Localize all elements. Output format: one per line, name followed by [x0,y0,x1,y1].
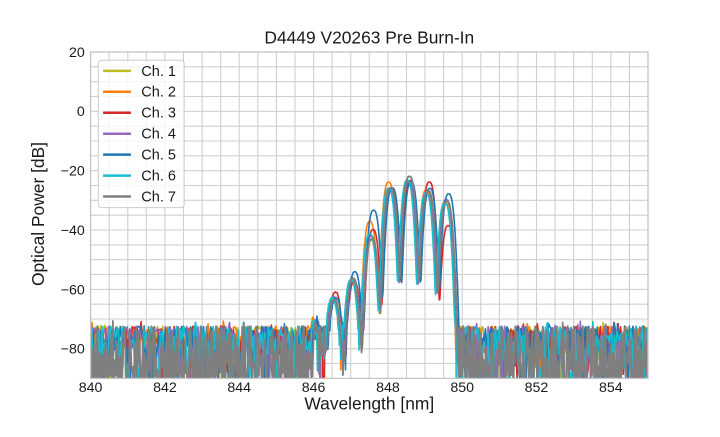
svg-text:Ch. 3: Ch. 3 [141,106,176,122]
svg-text:Ch. 5: Ch. 5 [141,148,176,164]
svg-text:−60: −60 [61,282,85,298]
svg-text:Wavelength [nm]: Wavelength [nm] [304,394,434,414]
svg-text:Ch. 1: Ch. 1 [141,64,176,80]
svg-text:850: 850 [450,380,474,396]
svg-text:842: 842 [153,380,177,396]
svg-text:Ch. 6: Ch. 6 [141,169,176,185]
svg-text:D4449 V20263 Pre Burn-In: D4449 V20263 Pre Burn-In [264,28,474,48]
svg-text:840: 840 [79,380,103,396]
svg-text:846: 846 [302,380,326,396]
svg-text:Optical Power [dB]: Optical Power [dB] [28,142,48,286]
svg-text:848: 848 [376,380,400,396]
svg-text:−80: −80 [61,342,85,358]
svg-text:−40: −40 [61,223,85,239]
svg-text:Ch. 7: Ch. 7 [141,189,176,205]
svg-text:Ch. 2: Ch. 2 [141,85,176,101]
svg-text:844: 844 [227,380,251,396]
svg-text:20: 20 [69,45,85,61]
svg-text:−20: −20 [61,164,85,180]
svg-text:854: 854 [599,380,623,396]
svg-text:0: 0 [77,104,85,120]
svg-text:852: 852 [525,380,549,396]
svg-text:Ch. 4: Ch. 4 [141,127,176,143]
